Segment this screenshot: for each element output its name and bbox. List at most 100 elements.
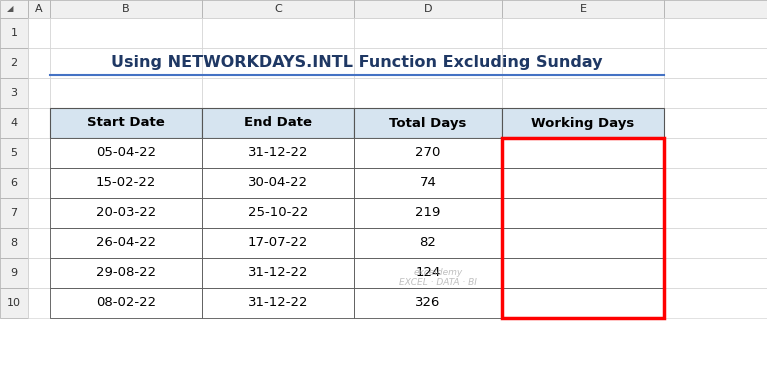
Bar <box>502 138 664 168</box>
Bar <box>202 18 354 48</box>
Bar <box>28 18 50 48</box>
Text: E: E <box>580 4 587 14</box>
Bar <box>50 0 202 18</box>
Bar <box>502 168 664 198</box>
Text: 29-08-22: 29-08-22 <box>96 267 156 279</box>
Bar <box>502 258 664 288</box>
Bar <box>354 78 502 108</box>
Text: 1: 1 <box>11 28 18 38</box>
Bar <box>502 78 664 108</box>
Text: 15-02-22: 15-02-22 <box>96 177 156 189</box>
Bar <box>502 18 664 48</box>
Text: 08-02-22: 08-02-22 <box>96 297 156 309</box>
Text: Working Days: Working Days <box>532 117 634 129</box>
Bar <box>202 168 354 198</box>
Text: 326: 326 <box>415 297 441 309</box>
Bar <box>50 18 202 48</box>
Bar <box>28 198 50 228</box>
Text: 5: 5 <box>11 148 18 158</box>
Bar <box>354 198 502 228</box>
Text: 3: 3 <box>11 88 18 98</box>
Bar <box>354 258 502 288</box>
Bar <box>28 48 50 78</box>
Bar <box>354 0 502 18</box>
Bar <box>50 228 202 258</box>
Bar <box>50 78 202 108</box>
Bar <box>354 228 502 258</box>
Text: B: B <box>122 4 130 14</box>
Bar <box>0 258 28 288</box>
Bar <box>354 288 502 318</box>
Bar <box>202 228 354 258</box>
Text: Using NETWORKDAYS.INTL Function Excluding Sunday: Using NETWORKDAYS.INTL Function Excludin… <box>111 54 603 69</box>
Bar <box>50 48 202 78</box>
Bar <box>0 0 28 18</box>
Bar <box>354 138 502 168</box>
Bar <box>0 48 28 78</box>
Bar <box>354 168 502 198</box>
Text: Start Date: Start Date <box>87 117 165 129</box>
Bar <box>0 138 28 168</box>
Bar <box>0 78 28 108</box>
Bar <box>28 228 50 258</box>
Bar <box>354 48 502 78</box>
Bar <box>354 198 502 228</box>
Text: 9: 9 <box>11 268 18 278</box>
Bar <box>50 138 202 168</box>
Bar <box>502 0 664 18</box>
Text: 4: 4 <box>11 118 18 128</box>
Bar <box>202 228 354 258</box>
Bar <box>664 198 767 228</box>
Bar <box>502 48 664 78</box>
Bar <box>502 108 664 138</box>
Text: 31-12-22: 31-12-22 <box>248 267 308 279</box>
Bar <box>354 168 502 198</box>
Text: 8: 8 <box>11 238 18 248</box>
Text: 270: 270 <box>415 147 441 159</box>
Bar <box>28 258 50 288</box>
Bar <box>202 78 354 108</box>
Text: 30-04-22: 30-04-22 <box>248 177 308 189</box>
Bar <box>28 108 50 138</box>
Bar <box>664 48 767 78</box>
Text: 26-04-22: 26-04-22 <box>96 237 156 249</box>
Bar <box>502 198 664 228</box>
Bar <box>0 108 28 138</box>
Bar <box>28 138 50 168</box>
Text: 31-12-22: 31-12-22 <box>248 297 308 309</box>
Bar <box>50 288 202 318</box>
Bar <box>354 138 502 168</box>
Bar <box>664 0 767 18</box>
Bar <box>502 228 664 258</box>
Bar <box>50 198 202 228</box>
Bar <box>664 228 767 258</box>
Text: 25-10-22: 25-10-22 <box>248 207 308 219</box>
Bar <box>664 138 767 168</box>
Bar <box>0 18 28 48</box>
Bar <box>664 18 767 48</box>
Bar <box>28 288 50 318</box>
Bar <box>202 138 354 168</box>
Bar <box>202 258 354 288</box>
Text: exceldemy
EXCEL · DATA · BI: exceldemy EXCEL · DATA · BI <box>399 268 477 287</box>
Bar <box>202 108 354 138</box>
Bar <box>354 228 502 258</box>
Text: 31-12-22: 31-12-22 <box>248 147 308 159</box>
Text: 6: 6 <box>11 178 18 188</box>
Text: End Date: End Date <box>244 117 312 129</box>
Bar <box>354 18 502 48</box>
Bar <box>50 168 202 198</box>
Bar <box>0 228 28 258</box>
Bar <box>354 258 502 288</box>
Text: Total Days: Total Days <box>390 117 466 129</box>
Bar <box>502 198 664 228</box>
Bar <box>202 108 354 138</box>
Bar <box>502 288 664 318</box>
Bar <box>502 138 664 318</box>
Bar <box>502 228 664 258</box>
Bar <box>28 0 50 18</box>
Bar <box>354 108 502 138</box>
Bar <box>502 108 664 138</box>
Text: ◢: ◢ <box>7 4 13 13</box>
Bar <box>202 168 354 198</box>
